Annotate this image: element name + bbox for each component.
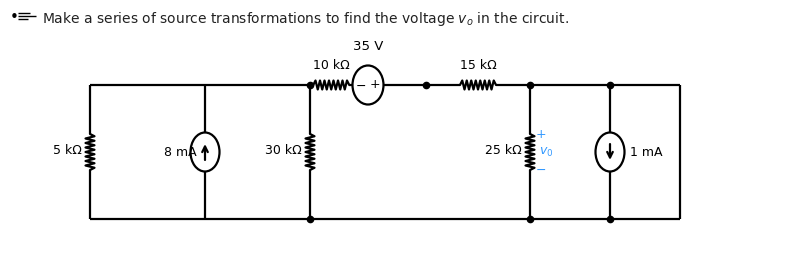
Text: 8 mA: 8 mA [164,145,197,159]
Text: 1 mA: 1 mA [630,145,663,159]
Text: 30 kΩ: 30 kΩ [265,143,302,157]
Text: $-$: $-$ [356,78,367,91]
Text: 10 kΩ: 10 kΩ [313,59,350,72]
Text: Make a series of source transformations to find the voltage $v_o$ in the circuit: Make a series of source transformations … [42,10,569,28]
Text: 15 kΩ: 15 kΩ [460,59,496,72]
Text: 5 kΩ: 5 kΩ [53,143,82,157]
Text: +: + [536,127,547,141]
Text: •: • [10,10,19,25]
Text: $+$: $+$ [370,78,381,91]
Text: $v_0$: $v_0$ [539,145,554,159]
Text: 35 V: 35 V [353,40,383,52]
Text: 25 kΩ: 25 kΩ [485,143,522,157]
Text: −: − [536,163,547,177]
